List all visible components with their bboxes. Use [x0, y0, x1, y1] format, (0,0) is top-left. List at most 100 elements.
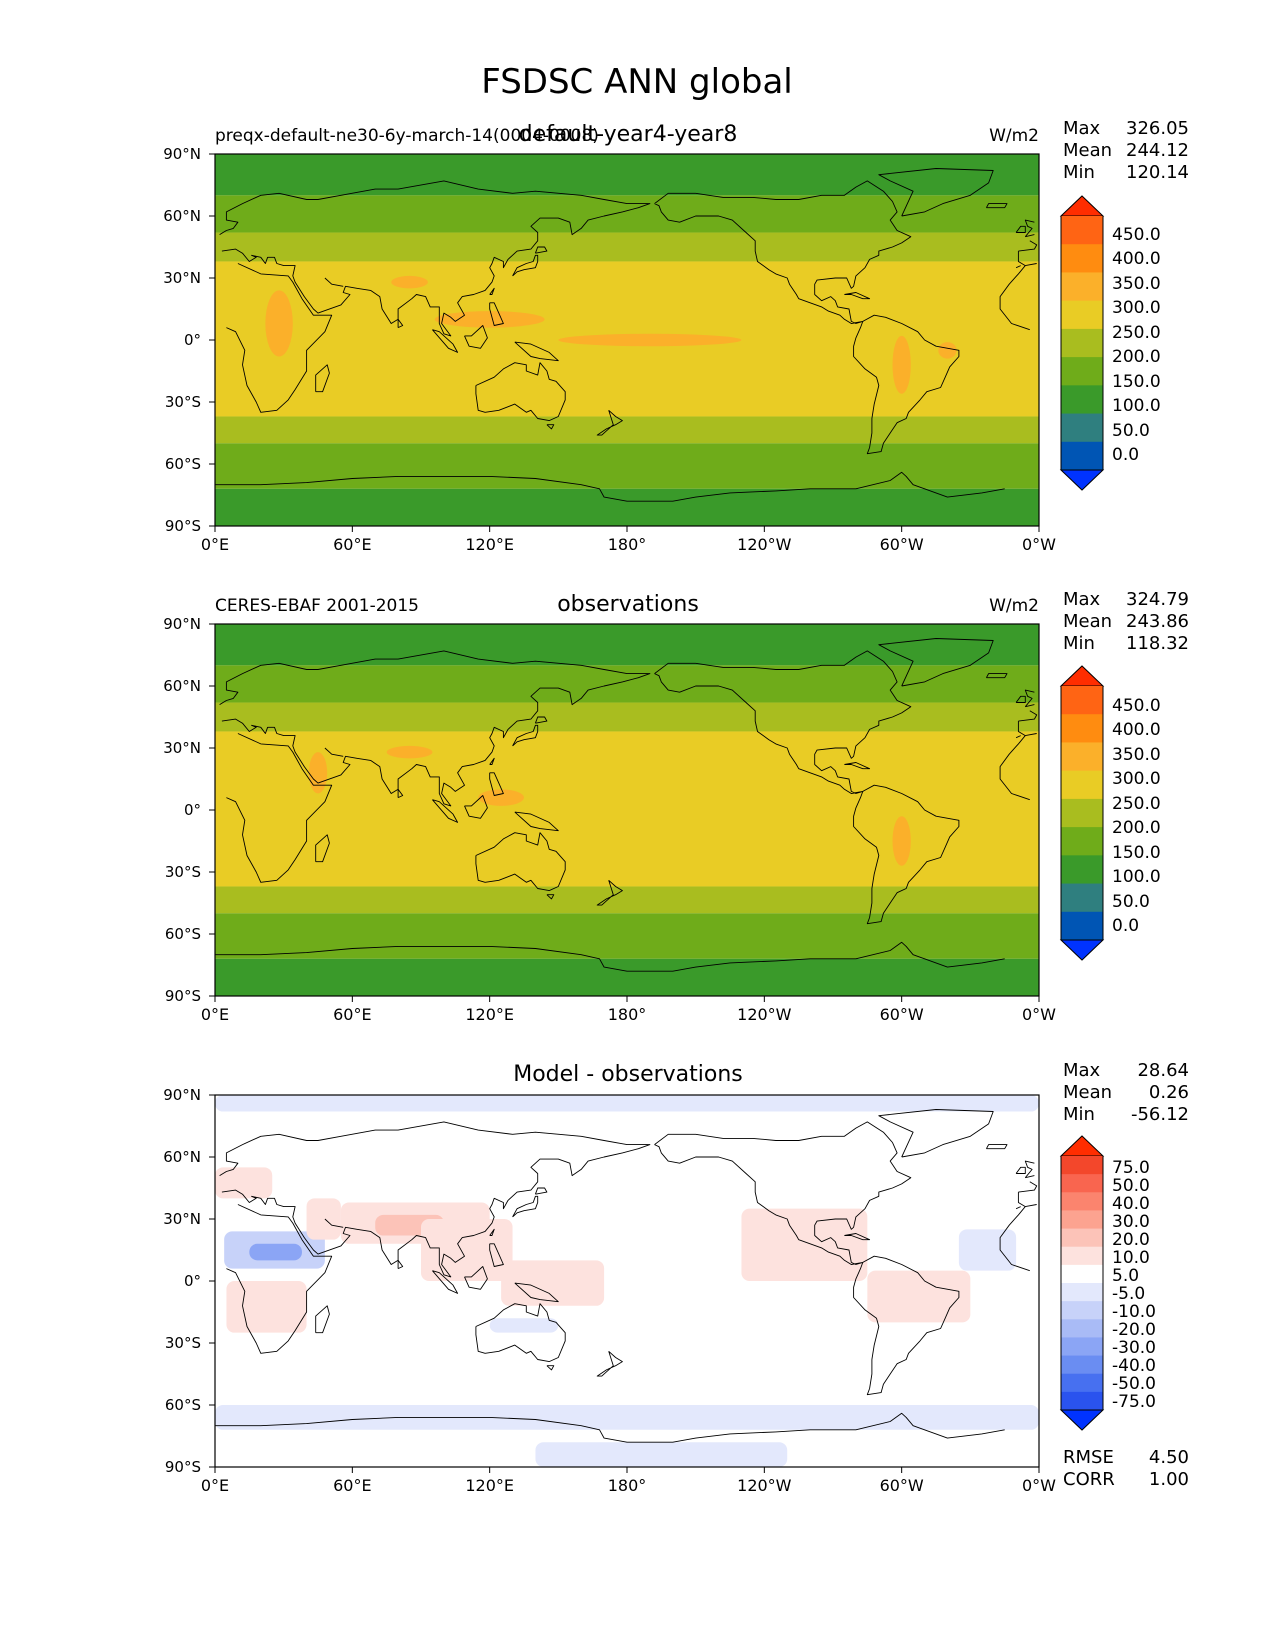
contour-spot: [938, 342, 957, 359]
map-plot-area: 0°E 60°E 120°E 180° 120°W 60°W 0°W 90°N 60°N 30°N…: [163, 1086, 1056, 1495]
contour-band: [215, 154, 1039, 196]
colorbar-tick: 50.0: [1112, 1176, 1150, 1196]
colorbar-tick: 400.0: [1112, 720, 1161, 740]
contour-spot: [892, 816, 911, 866]
contour-band: [215, 886, 1039, 914]
stat-value-mean: 0.26: [1149, 1082, 1189, 1103]
colorbar-segment: [1061, 385, 1103, 415]
coastline: [489, 757, 495, 765]
contour-band: [215, 958, 1039, 996]
colorbar: [1059, 665, 1105, 961]
y-tick-label: 30°N: [163, 269, 201, 287]
colorbar-extend-max: [1059, 195, 1105, 217]
colorbar-extend-min: [1059, 1409, 1105, 1431]
coastline: [1015, 1166, 1026, 1174]
y-tick-label: 60°S: [165, 925, 201, 943]
colorbar-tick: -40.0: [1112, 1356, 1156, 1376]
coastlines: [215, 168, 1038, 502]
coastline: [596, 409, 623, 436]
coastline: [489, 1228, 495, 1236]
y-tick-label: 30°S: [165, 863, 201, 881]
stat-label-max: Max: [1063, 118, 1101, 139]
stat-value-rmse: 4.50: [1149, 1447, 1189, 1468]
coastline: [397, 788, 404, 799]
x-tick-label: 0°W: [1022, 535, 1056, 554]
colorbar-segment: [1061, 272, 1103, 302]
colorbar-segment: [1061, 1246, 1103, 1266]
x-tick-label: 0°E: [201, 1476, 229, 1495]
colorbar-tick: 350.0: [1112, 274, 1161, 294]
colorbar-ticks: 450.0 400.0 350.0 300.0 250.0 200.0 150.…: [1112, 225, 1161, 465]
coastline: [1024, 689, 1035, 707]
contour-band: [215, 416, 1039, 444]
x-tick-label: 120°W: [737, 1005, 792, 1024]
coastline: [1017, 721, 1037, 737]
stat-value-max: 28.64: [1137, 1060, 1189, 1081]
coastline: [853, 1255, 960, 1396]
colorbar-segment: [1061, 883, 1103, 913]
coastline: [464, 325, 488, 349]
colorbar-segment: [1061, 1373, 1103, 1393]
colorbar-segment: [1061, 686, 1103, 715]
y-tick-label: 90°S: [165, 987, 201, 1005]
panel-center-title: observations: [557, 592, 699, 617]
colorbar-tick: -20.0: [1112, 1320, 1156, 1340]
anomaly-patch: [215, 1405, 1039, 1430]
contour-field: [215, 1095, 1039, 1467]
stat-value-min: 120.14: [1126, 162, 1189, 183]
colorbar-segment: [1061, 1210, 1103, 1230]
stat-label-min: Min: [1063, 162, 1095, 183]
colorbar-segment: [1061, 911, 1103, 941]
y-tick-label: 60°S: [165, 455, 201, 473]
x-tick-label: 120°E: [465, 1005, 514, 1024]
coastlines: [215, 1109, 1038, 1443]
coastline: [1017, 251, 1037, 267]
anomaly-patch: [249, 1243, 302, 1261]
anomaly-patch: [741, 1208, 868, 1281]
stat-label-max: Max: [1063, 589, 1101, 610]
colorbar-segment: [1061, 1192, 1103, 1211]
coastline: [654, 1121, 912, 1265]
colorbar-tick: 40.0: [1112, 1194, 1150, 1214]
contour-band: [215, 913, 1039, 959]
coastline: [654, 180, 912, 324]
coastline: [1015, 1206, 1021, 1210]
coastline: [1015, 265, 1021, 269]
coastline: [432, 1270, 459, 1294]
coastline: [1025, 704, 1035, 708]
coastline: [514, 811, 559, 832]
contour-band: [215, 624, 1039, 666]
coastline: [464, 1266, 488, 1290]
y-tick-label: 0°: [184, 801, 201, 819]
colorbar-segment: [1061, 441, 1103, 471]
coastline: [475, 832, 566, 892]
anomaly-patch: [226, 1281, 307, 1333]
colorbar-tick: -30.0: [1112, 1338, 1156, 1358]
coastline: [514, 1282, 559, 1303]
colorbar-segment: [1061, 1283, 1103, 1302]
colorbar-tick: 0.0: [1112, 445, 1139, 465]
colorbar-frame: [1060, 1156, 1104, 1410]
colorbar-ticks: 75.0 50.0 40.0 30.0 20.0 10.0 5.0 -5.0 -…: [1112, 1158, 1156, 1412]
stat-label-min: Min: [1063, 1104, 1095, 1125]
coastline: [546, 894, 555, 900]
panel-left-label: CERES-EBAF 2001-2015: [215, 596, 419, 616]
colorbar-tick: -10.0: [1112, 1302, 1156, 1322]
colorbar-tick: 200.0: [1112, 818, 1161, 838]
x-tick-label: 180°: [608, 1005, 647, 1024]
coastline: [1018, 1181, 1038, 1193]
panel-center-title: Model - observations: [513, 1062, 743, 1087]
coastline: [315, 1305, 330, 1334]
coastline: [397, 1259, 404, 1270]
panel-center-title: default-year4-year8: [519, 122, 738, 147]
contour-spot: [892, 335, 911, 394]
colorbar-frame: [1060, 686, 1104, 940]
coastline: [878, 1109, 994, 1158]
map-plot-area: 0°E 60°E 120°E 180° 120°W 60°W 0°W 90°N 60°N 30°N…: [163, 615, 1056, 1024]
coastline: [432, 799, 459, 823]
x-tick-label: 120°W: [737, 535, 792, 554]
colorbar-segment: [1061, 798, 1103, 828]
colorbar-tick: 150.0: [1112, 372, 1161, 392]
colorbar-tick: -5.0: [1112, 1284, 1145, 1304]
